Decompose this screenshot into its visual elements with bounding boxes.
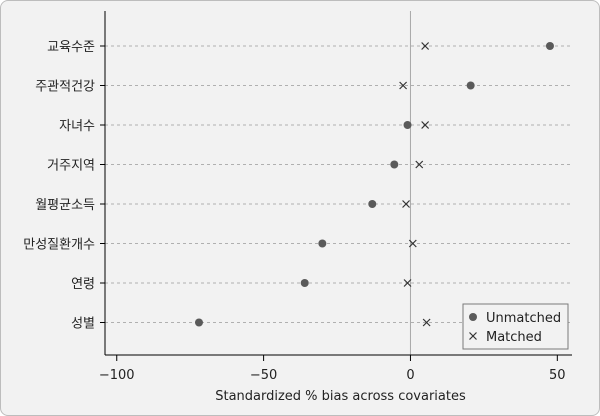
legend-matched-label: Matched bbox=[486, 330, 542, 345]
matched-point bbox=[422, 318, 431, 327]
x-tick-label: −50 bbox=[250, 368, 277, 383]
unmatched-point bbox=[194, 318, 203, 327]
matched-point bbox=[421, 121, 430, 129]
matched-point bbox=[399, 81, 408, 90]
x-tick-label: 50 bbox=[549, 368, 566, 383]
matched-point bbox=[402, 200, 410, 208]
matched-point bbox=[421, 42, 430, 50]
category-label: 교육수준 bbox=[47, 40, 95, 55]
unmatched-point bbox=[390, 160, 399, 169]
category-label: 자녀수 bbox=[59, 119, 95, 134]
legend-box bbox=[462, 303, 569, 350]
unmatched-point bbox=[318, 239, 327, 248]
x-ticks: −100 −50 0 50 bbox=[99, 355, 566, 383]
x-axis-title: Standardized % bias across covariates bbox=[215, 389, 466, 404]
legend: Unmatched Matched bbox=[462, 303, 569, 350]
category-label: 성별 bbox=[71, 317, 95, 332]
unmatched-point bbox=[403, 121, 412, 129]
legend-unmatched-label: Unmatched bbox=[486, 311, 561, 326]
legend-matched-marker bbox=[469, 332, 477, 340]
category-label: 만성질환개수 bbox=[23, 238, 95, 253]
legend-unmatched-marker bbox=[469, 313, 477, 321]
unmatched-point bbox=[466, 81, 475, 90]
x-tick-label: −100 bbox=[99, 368, 135, 383]
grid-lines bbox=[105, 45, 572, 323]
matched-point bbox=[415, 160, 424, 169]
category-label: 연령 bbox=[71, 277, 95, 292]
category-label: 거주지역 bbox=[47, 159, 95, 174]
axes bbox=[104, 11, 572, 356]
data-points bbox=[194, 42, 554, 327]
matched-point bbox=[408, 239, 417, 248]
unmatched-point bbox=[300, 279, 309, 287]
x-tick-label: 0 bbox=[406, 368, 414, 383]
category-label: 월평균소득 bbox=[35, 198, 95, 213]
unmatched-point bbox=[368, 200, 377, 208]
unmatched-point bbox=[545, 42, 554, 50]
matched-point bbox=[403, 279, 412, 287]
category-label: 주관적건강 bbox=[35, 80, 95, 95]
